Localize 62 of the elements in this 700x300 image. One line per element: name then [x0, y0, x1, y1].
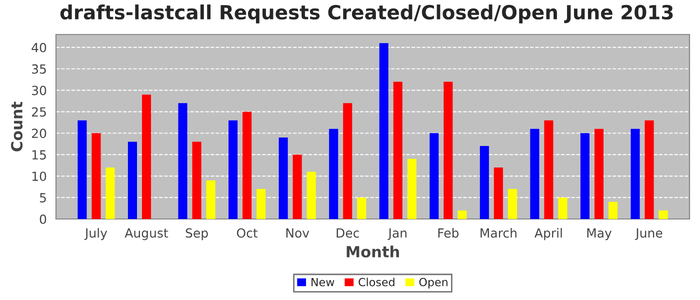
x-tick-label: Oct: [236, 228, 258, 238]
bar: [630, 128, 640, 219]
chart-title: drafts-lastcall Requests Created/Closed/Open June 2013: [60, 4, 673, 24]
x-tick-label: Jan: [388, 228, 406, 240]
bar: [530, 128, 540, 219]
bar: [544, 120, 554, 219]
bar: [580, 133, 590, 219]
bar: [644, 120, 654, 219]
x-tick-label: May: [587, 228, 612, 240]
bar: [329, 128, 338, 219]
bar: [142, 94, 152, 219]
bar: [106, 168, 115, 219]
legend-label: Closed: [358, 278, 394, 286]
x-tick-label: Dec: [336, 228, 359, 238]
bar: [558, 198, 568, 219]
y-tick-label: 35: [32, 64, 46, 74]
bar: [343, 103, 352, 219]
bar: [458, 210, 467, 219]
x-axis-title: Month: [346, 246, 399, 258]
x-tick-label: Nov: [286, 228, 310, 238]
bar: [480, 146, 489, 219]
y-tick-label: 25: [32, 107, 46, 117]
bar: [78, 120, 87, 219]
bar: [128, 142, 137, 219]
bar: [594, 128, 604, 219]
y-tick-label: 20: [32, 128, 46, 138]
x-tick-label: August: [124, 228, 168, 240]
bar: [393, 82, 402, 219]
y-tick-label: 15: [32, 150, 46, 160]
x-tick-label: Feb: [438, 228, 459, 238]
bar: [178, 103, 188, 219]
y-tick-label: 10: [32, 172, 46, 182]
bar: [278, 137, 288, 219]
bar: [444, 82, 453, 219]
y-tick-label: 0: [40, 214, 46, 224]
x-tick-label: July: [84, 228, 108, 240]
bar: [192, 142, 202, 219]
bar: [292, 154, 302, 219]
bar: [228, 120, 238, 219]
x-tick-label: June: [635, 228, 662, 240]
bar: [508, 188, 517, 219]
bar: [407, 158, 416, 219]
x-tick-label: Sep: [186, 228, 208, 240]
x-tick-label: March: [480, 228, 516, 238]
bar: [256, 188, 266, 219]
y-tick-label: 40: [32, 42, 46, 52]
bar: [242, 112, 252, 219]
legend-label: Open: [419, 278, 448, 288]
y-tick-label: 5: [40, 193, 46, 202]
bar: [430, 133, 439, 219]
y-tick-label: 30: [32, 86, 46, 96]
bar: [306, 172, 316, 219]
y-axis-title: Count: [10, 102, 23, 152]
bar: [92, 133, 101, 219]
bar: [206, 180, 216, 219]
bar: [608, 202, 618, 219]
legend-label: New: [312, 278, 334, 286]
bar: [357, 198, 366, 219]
bar: [379, 43, 388, 219]
bar: [658, 210, 668, 219]
x-tick-label: April: [534, 228, 562, 240]
bar: [494, 168, 503, 219]
